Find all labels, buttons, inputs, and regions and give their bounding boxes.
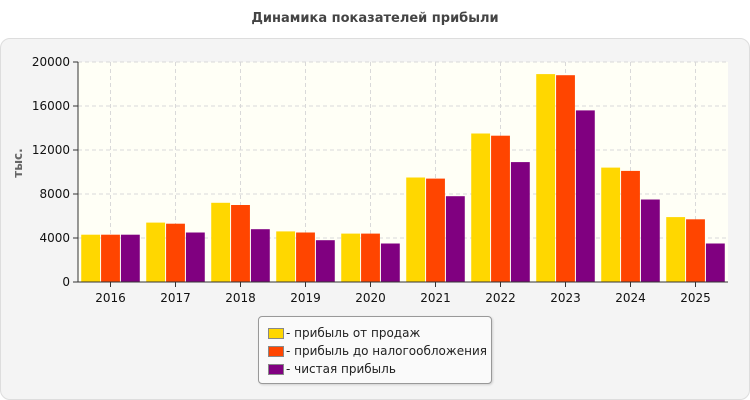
legend-swatch-net-profit (268, 363, 284, 375)
legend-item-pretax-profit: - прибыль до налогообложения (268, 343, 487, 359)
y-tick-label: 8000 (39, 187, 70, 201)
y-tick-label: 16000 (32, 99, 70, 113)
x-tick-label: 2018 (225, 291, 256, 305)
x-tick-labels: 2016 2017 2018 2019 2020 2021 2022 2023 2024 2025 (95, 291, 711, 305)
bar (276, 231, 296, 282)
legend-item-net-profit: - чистая прибыль (268, 361, 396, 377)
bar (426, 178, 445, 282)
bar (250, 229, 270, 282)
bar (510, 162, 530, 282)
y-axis-label: тыс. (11, 148, 25, 177)
bar (601, 167, 621, 282)
bars (81, 74, 725, 283)
legend-label-net-profit: - чистая прибыль (286, 362, 396, 376)
bar (166, 223, 185, 282)
legend-item-sales-profit: - прибыль от продаж (268, 325, 420, 341)
bar (81, 234, 101, 282)
y-tick-label: 20000 (32, 55, 70, 69)
legend-swatch-sales-profit (268, 327, 284, 339)
bar (666, 217, 686, 282)
bar (120, 234, 140, 282)
bar (471, 133, 491, 282)
bar (536, 74, 556, 282)
bar (361, 233, 380, 282)
bar (211, 202, 231, 282)
y-tick-labels: 0 4000 8000 12000 16000 20000 (32, 55, 70, 289)
x-tick-label: 2024 (615, 291, 646, 305)
bar (621, 170, 640, 282)
x-tick-label: 2025 (680, 291, 711, 305)
x-tick-label: 2022 (485, 291, 516, 305)
chart-title: Динамика показателей прибыли (251, 11, 499, 26)
y-tick-label: 4000 (39, 231, 70, 245)
legend-label-pretax-profit: - прибыль до налогообложения (286, 344, 487, 358)
bar (640, 199, 660, 282)
bar (575, 110, 595, 283)
legend: - прибыль от продаж - прибыль до налогоо… (258, 316, 492, 384)
x-tick-label: 2023 (550, 291, 581, 305)
bar (445, 196, 465, 282)
y-tick-label: 12000 (32, 143, 70, 157)
bar (296, 232, 315, 282)
bar (556, 75, 575, 282)
x-tick-label: 2017 (160, 291, 191, 305)
bar (380, 243, 400, 282)
x-tick-label: 2019 (290, 291, 321, 305)
bar (705, 243, 725, 282)
x-tick-label: 2016 (95, 291, 126, 305)
x-tick-label: 2021 (420, 291, 451, 305)
x-tick-label: 2020 (355, 291, 386, 305)
bar (315, 240, 335, 282)
bar (146, 222, 166, 282)
y-tick-label: 0 (62, 275, 70, 289)
axes (73, 61, 728, 287)
bar (185, 232, 205, 282)
bar (341, 233, 361, 282)
legend-label-sales-profit: - прибыль от продаж (286, 326, 421, 340)
bar (686, 219, 705, 282)
legend-swatch-pretax-profit (268, 345, 284, 357)
bar (491, 135, 510, 282)
bar (231, 205, 250, 282)
bar (406, 177, 426, 282)
bar (101, 234, 120, 282)
